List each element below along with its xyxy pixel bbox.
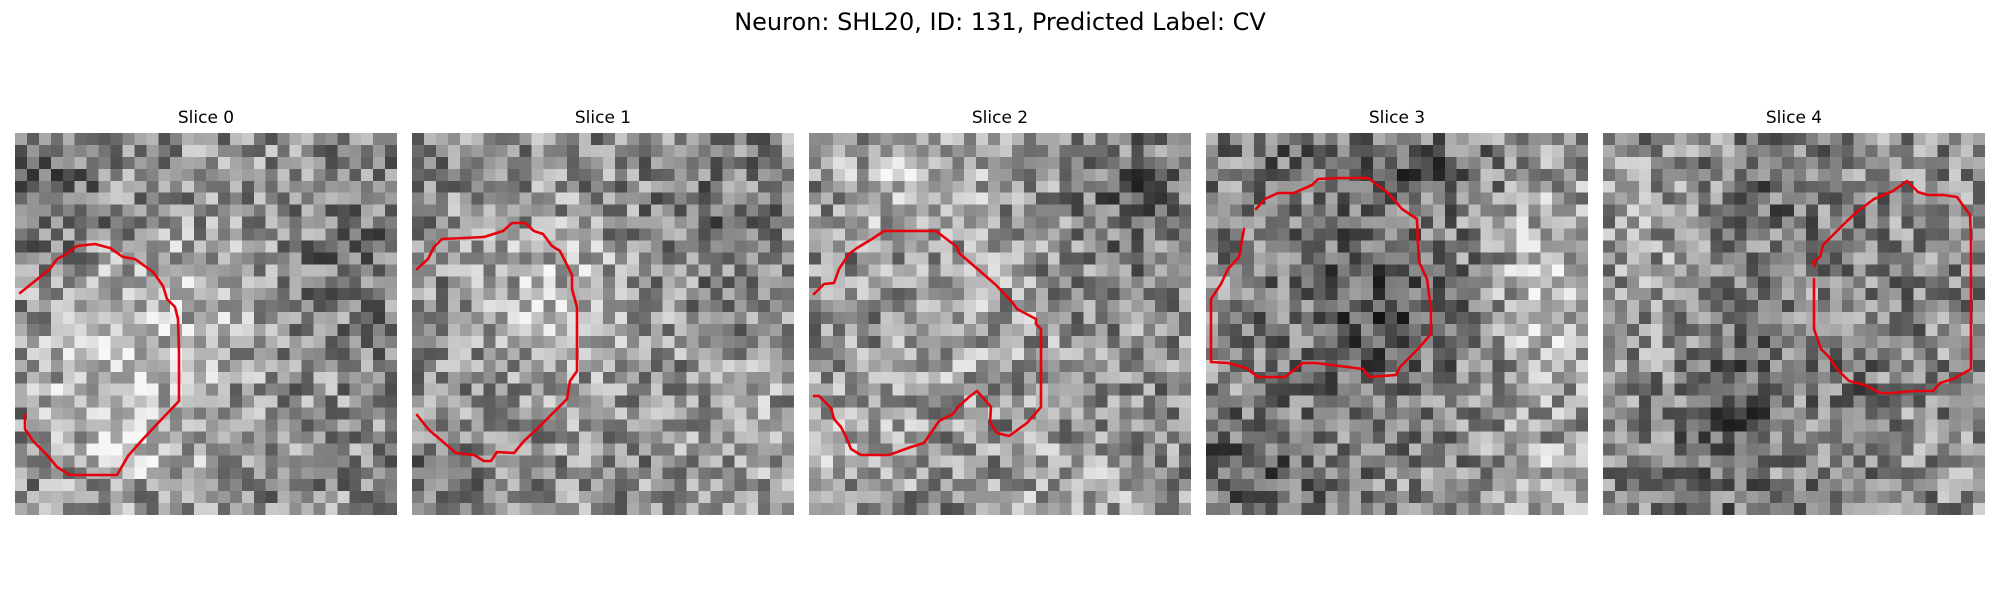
slice-title-4: Slice 4 (1765, 108, 1823, 128)
roi-contour-0 (18, 242, 181, 477)
slice-image-0 (15, 133, 397, 515)
grayscale-image-2 (809, 133, 1191, 515)
roi-contour-1 (415, 221, 579, 463)
roi-contour-4 (1811, 179, 1973, 395)
roi-contour-line-2 (812, 229, 1043, 457)
roi-contour-line-3 (1209, 176, 1433, 379)
roi-contour-line-1 (415, 221, 579, 463)
slice-title-0: Slice 0 (177, 108, 235, 128)
roi-contour-line-0 (18, 242, 181, 477)
figure-title: Neuron: SHL20, ID: 131, Predicted Label:… (734, 8, 1266, 36)
slice-image-3 (1206, 133, 1588, 515)
roi-contour-line-4 (1811, 179, 1973, 395)
slice-title-2: Slice 2 (971, 108, 1029, 128)
roi-contour-2 (812, 229, 1043, 457)
grayscale-image-1 (412, 133, 794, 515)
slice-title-1: Slice 1 (574, 108, 632, 128)
slice-title-3: Slice 3 (1368, 108, 1426, 128)
slice-image-2 (809, 133, 1191, 515)
grayscale-image-4 (1603, 133, 1985, 515)
roi-contour-3 (1209, 176, 1433, 379)
grayscale-image-0 (15, 133, 397, 515)
slice-image-4 (1603, 133, 1985, 515)
slice-image-1 (412, 133, 794, 515)
